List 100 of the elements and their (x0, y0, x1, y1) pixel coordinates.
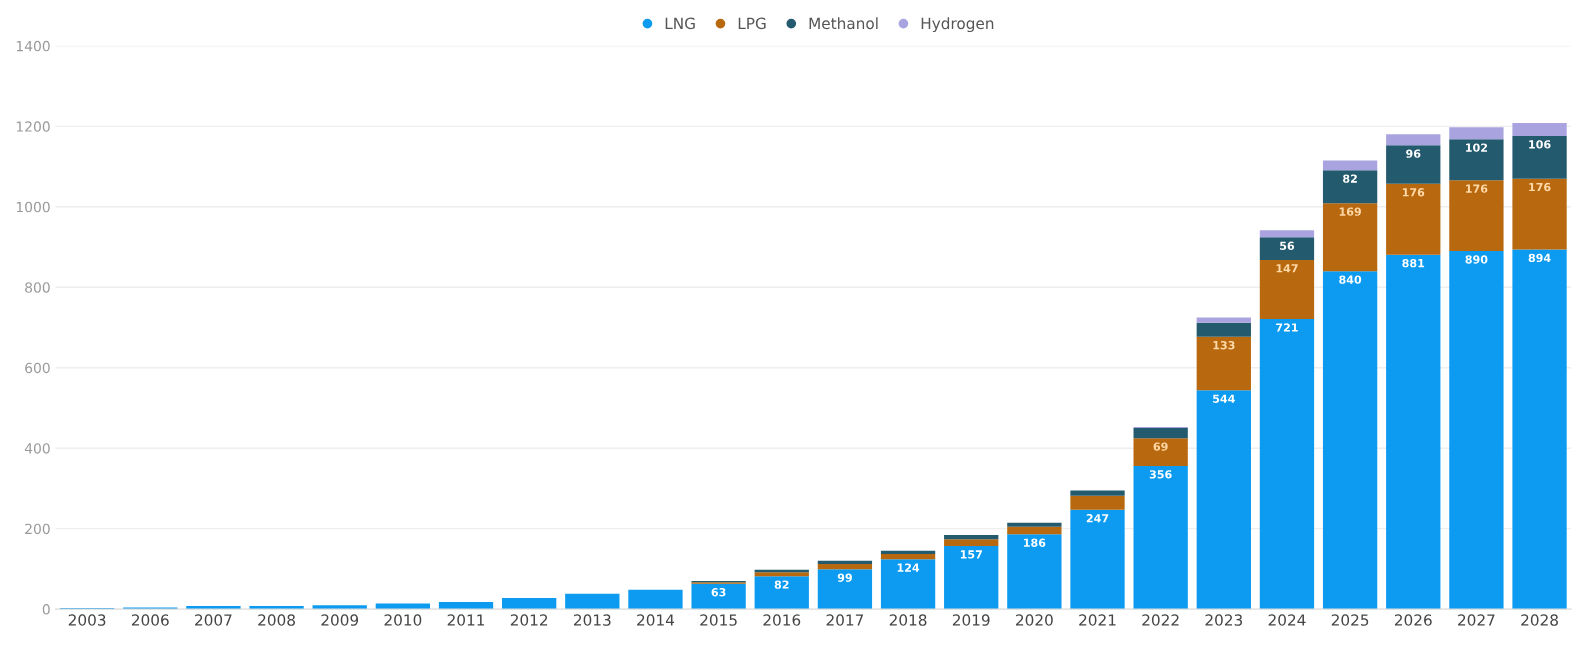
x-tick-label: 2010 (384, 614, 422, 626)
legend-label: Methanol (809, 17, 878, 30)
bar (1259, 237, 1315, 260)
data-label: 82 (1343, 174, 1357, 183)
data-label: 890 (1465, 255, 1488, 264)
bar (1512, 135, 1567, 179)
x-tick-label: 2020 (1016, 614, 1053, 626)
data-label: 63 (711, 588, 726, 597)
bar (1133, 428, 1188, 439)
x-tick-label: 2028 (1521, 614, 1558, 626)
y-tick-label: 200 (25, 523, 50, 535)
bar (754, 572, 809, 577)
x-tick-label: 2027 (1458, 614, 1495, 626)
y-tick-label: 1000 (16, 201, 50, 213)
bar (1007, 534, 1062, 610)
data-label: 106 (1529, 140, 1551, 149)
bar (1007, 526, 1062, 535)
bar (817, 560, 873, 565)
bar (1322, 170, 1378, 204)
bar (754, 576, 809, 610)
legend-label: Hydrogen (921, 17, 994, 33)
bar (1449, 139, 1504, 181)
data-label: 147 (1276, 264, 1298, 273)
data-label: 82 (774, 580, 789, 589)
bar (1196, 336, 1251, 391)
bar (944, 535, 999, 540)
x-tick-label: 2006 (131, 614, 169, 626)
x-tick-label: 2016 (763, 614, 801, 626)
data-label: 56 (1280, 241, 1295, 250)
bar (312, 605, 367, 610)
legend-label: LPG (738, 17, 766, 30)
bar (1070, 490, 1125, 496)
bar (880, 559, 936, 610)
data-label: 356 (1149, 470, 1172, 479)
data-label: 840 (1339, 275, 1362, 284)
bar (1196, 390, 1251, 610)
data-label: 96 (1406, 149, 1421, 158)
bar (1070, 509, 1125, 610)
bar (1322, 203, 1378, 272)
bar (817, 569, 873, 610)
bar (1386, 134, 1441, 146)
bar (1322, 271, 1378, 610)
bar (691, 583, 746, 610)
bar (944, 545, 999, 610)
x-tick-label: 2013 (573, 614, 611, 626)
data-label: 99 (837, 573, 852, 582)
bar (186, 605, 241, 610)
data-label: 186 (1024, 538, 1046, 547)
x-tick-label: 2012 (510, 614, 548, 626)
y-tick-label: 1400 (16, 40, 50, 52)
bar (944, 539, 999, 546)
bar (1386, 254, 1441, 610)
y-tick-label: 0 (42, 604, 50, 615)
bar (1007, 522, 1062, 527)
data-label: 176 (1529, 182, 1551, 192)
x-tick-label: 2022 (1142, 614, 1179, 626)
data-label: 247 (1086, 513, 1109, 523)
bar (1449, 180, 1504, 252)
bar (565, 593, 620, 610)
data-label: 881 (1402, 258, 1425, 268)
bar (249, 605, 304, 610)
data-label: 176 (1466, 184, 1488, 193)
bar (1070, 495, 1125, 510)
x-tick-label: 2003 (68, 614, 106, 626)
data-label: 176 (1402, 188, 1425, 197)
data-label: 544 (1213, 394, 1235, 403)
y-tick-label: 800 (25, 282, 50, 293)
data-label: 124 (897, 563, 920, 572)
data-label: 102 (1466, 143, 1488, 152)
x-tick-label: 2015 (700, 614, 737, 626)
bar (1386, 145, 1441, 184)
bar (1449, 251, 1504, 610)
bar (1449, 127, 1504, 140)
x-tick-label: 2011 (447, 614, 485, 626)
bar (1133, 438, 1188, 466)
bar (1512, 123, 1567, 136)
bar (880, 554, 936, 560)
x-tick-label: 2007 (195, 614, 232, 626)
x-tick-label: 2021 (1079, 614, 1116, 626)
x-tick-label: 2025 (1331, 614, 1369, 626)
bar (1259, 230, 1315, 238)
bar (1196, 322, 1251, 337)
x-tick-label: 2018 (889, 614, 927, 626)
x-tick-label: 2014 (637, 614, 675, 626)
x-tick-label: 2008 (258, 614, 295, 626)
y-tick-label: 1200 (16, 121, 50, 132)
bar (880, 550, 936, 555)
data-label: 69 (1153, 442, 1168, 451)
bar (628, 589, 683, 610)
x-tick-label: 2019 (952, 614, 990, 626)
data-label: 169 (1339, 207, 1361, 216)
data-label: 133 (1213, 340, 1235, 350)
bar (1512, 178, 1567, 250)
bar (1259, 259, 1315, 320)
bar (1133, 465, 1188, 610)
x-tick-label: 2017 (826, 614, 864, 626)
legend-label: LNG (665, 17, 695, 30)
y-tick-label: 400 (24, 443, 50, 454)
x-tick-label: 2009 (321, 614, 359, 626)
bar (1196, 317, 1251, 323)
